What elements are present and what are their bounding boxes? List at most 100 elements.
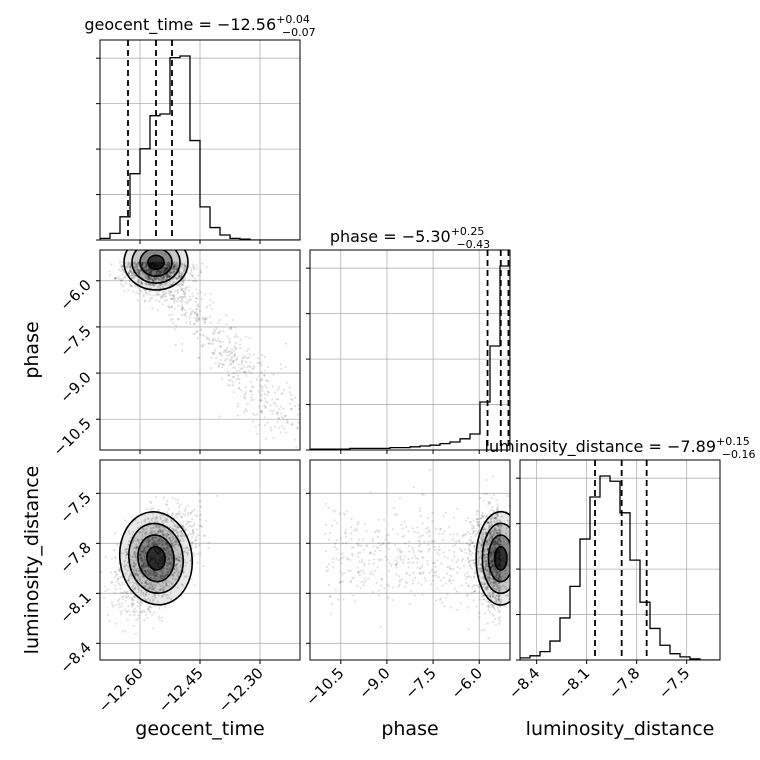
scatter-point [137, 262, 140, 266]
scatter-point [164, 269, 167, 272]
scatter-point [495, 586, 499, 589]
scatter-point [125, 265, 128, 268]
scatter-point [160, 558, 163, 561]
scatter-point [172, 559, 175, 562]
scatter-point [171, 554, 174, 557]
scatter-point [149, 261, 152, 264]
scatter-point [141, 261, 144, 265]
scatter-point [140, 560, 143, 563]
scatter-point [110, 581, 113, 584]
scatter-point [183, 529, 186, 532]
scatter-point [488, 534, 491, 538]
scatter-point [138, 558, 141, 561]
scatter-point [147, 543, 150, 546]
scatter-point [145, 270, 148, 273]
scatter-point [499, 587, 502, 590]
scatter-point [143, 579, 146, 582]
scatter-point [176, 586, 180, 589]
scatter-point [164, 527, 167, 530]
scatter-point [161, 543, 164, 546]
scatter-point [492, 551, 495, 554]
scatter-point [191, 263, 195, 266]
scatter-point [168, 267, 171, 270]
scatter-point [142, 569, 145, 572]
scatter-point [496, 505, 500, 508]
scatter-point [169, 541, 172, 544]
scatter-point [170, 283, 173, 287]
scatter-point [153, 544, 156, 547]
scatter-point [450, 582, 453, 585]
scatter-point [126, 609, 130, 613]
scatter-point [124, 282, 127, 285]
scatter-point [137, 539, 140, 542]
scatter-point [504, 594, 507, 597]
scatter-point [149, 265, 152, 268]
scatter-point [180, 307, 184, 310]
scatter-point [163, 269, 166, 272]
scatter-point [134, 586, 137, 589]
scatter-point [165, 541, 169, 544]
scatter-point [498, 564, 502, 567]
scatter-point [334, 588, 337, 591]
scatter-point [486, 569, 489, 572]
scatter-point [491, 564, 494, 567]
scatter-point [147, 587, 150, 591]
scatter-point [155, 268, 159, 271]
scatter-point [145, 540, 148, 544]
scatter-point [203, 321, 206, 324]
scatter-point [162, 534, 165, 538]
scatter-point [238, 343, 241, 346]
scatter-point [143, 288, 146, 291]
scatter-point [371, 538, 375, 541]
scatter-point [166, 546, 169, 549]
scatter-point [180, 529, 183, 533]
scatter-point [141, 581, 144, 585]
scatter-point [147, 564, 150, 567]
scatter-point [152, 279, 155, 282]
scatter-point [145, 261, 148, 264]
scatter-point [172, 294, 175, 297]
scatter-point [492, 551, 495, 554]
scatter-point [491, 543, 495, 546]
scatter-point [134, 595, 137, 599]
scatter-point [165, 267, 168, 270]
scatter-point [168, 533, 171, 536]
scatter-point [154, 263, 157, 266]
scatter-point [196, 303, 199, 306]
scatter-point [493, 542, 496, 545]
scatter-point [505, 561, 508, 564]
scatter-point [162, 521, 165, 524]
scatter-point [499, 559, 502, 562]
scatter-point [147, 561, 150, 565]
scatter-point [140, 581, 143, 584]
scatter-point [486, 539, 489, 542]
scatter-point [121, 581, 124, 584]
scatter-point [159, 526, 162, 529]
scatter-point [441, 584, 444, 587]
scatter-point [168, 266, 171, 269]
scatter-point [483, 554, 486, 558]
scatter-point [492, 562, 495, 565]
scatter-point [143, 549, 146, 552]
scatter-point [172, 283, 175, 286]
scatter-point [155, 273, 159, 276]
scatter-point [468, 564, 471, 567]
scatter-point [234, 347, 238, 351]
scatter-point [159, 295, 162, 298]
scatter-point [180, 550, 183, 553]
scatter-point [128, 540, 131, 543]
scatter-point [142, 562, 145, 565]
scatter-point [155, 266, 159, 269]
scatter-point [140, 276, 143, 279]
scatter-point [158, 261, 161, 265]
scatter-point [475, 557, 478, 560]
scatter-point [126, 552, 130, 555]
scatter-point [492, 572, 495, 575]
scatter-point [119, 587, 122, 590]
scatter-point [160, 543, 164, 546]
scatter-point [160, 282, 163, 285]
scatter-point [172, 601, 176, 604]
scatter-point [474, 552, 477, 556]
scatter-point [165, 556, 168, 559]
scatter-point [491, 516, 494, 519]
